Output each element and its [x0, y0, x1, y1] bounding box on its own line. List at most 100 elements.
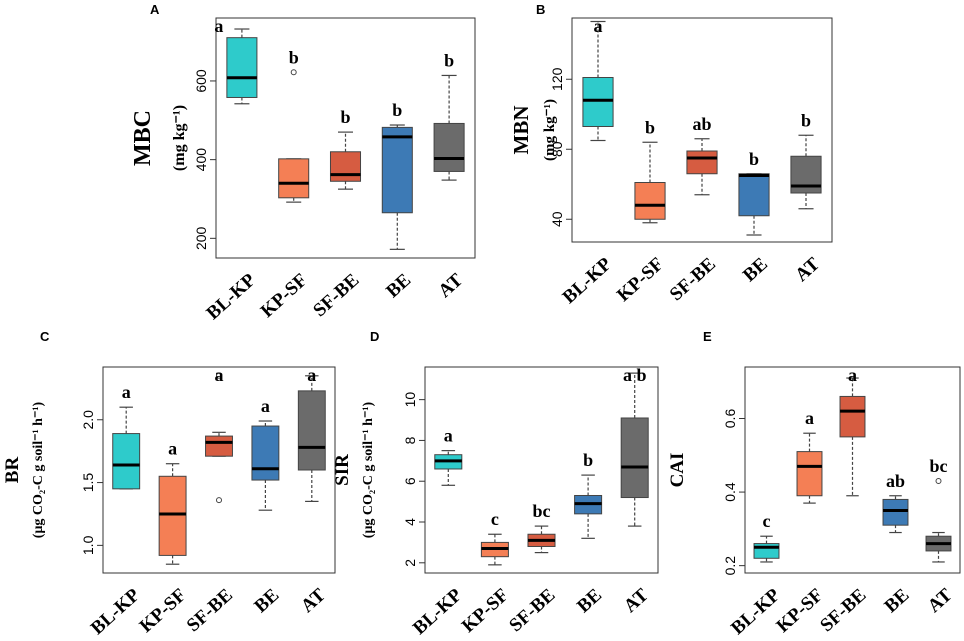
panel-label: D: [370, 329, 379, 344]
box-sf-be: b: [329, 107, 362, 190]
significance-letter: b: [583, 450, 593, 470]
box-at: b: [433, 50, 465, 181]
box-sf-be: a: [205, 365, 233, 504]
box-be: b: [381, 100, 413, 250]
significance-letter: a: [594, 16, 603, 36]
panel-e: E 0.2 0.4 0.6 CAI c BL-KP a KP-SF a SF-BE ab BE bc AT: [667, 329, 961, 639]
box-bl-kp: a: [434, 426, 463, 486]
x-category-label: SF-BE: [309, 270, 363, 322]
significance-letter: a: [214, 16, 223, 36]
box-body: [582, 77, 614, 127]
y-axis-title: MBC: [130, 110, 156, 166]
significance-letter: b: [289, 47, 299, 67]
plot-frame: [102, 366, 336, 574]
x-category-label: BE: [881, 585, 914, 618]
box-body: [112, 433, 141, 490]
box-kp-sf: c: [480, 509, 509, 566]
significance-letter: c: [491, 509, 499, 529]
box-body: [158, 475, 187, 556]
y-tick-label: 120: [549, 67, 565, 91]
box-body: [796, 451, 823, 497]
y-tick-label: 600: [193, 69, 209, 93]
x-category-label: AT: [620, 584, 653, 617]
significance-letter: b: [340, 107, 350, 127]
y-axis-title: SIR: [332, 454, 353, 486]
box-bl-kp: c: [753, 511, 780, 563]
box-body: [882, 498, 909, 526]
box-kp-sf: b: [278, 47, 310, 203]
y-tick-label: 2.0: [80, 410, 96, 430]
box-be: a: [251, 396, 280, 511]
y-axis-title: CAI: [667, 453, 688, 488]
x-category-label: KP-SF: [773, 585, 828, 637]
x-category-label: BL-KP: [409, 584, 466, 639]
significance-letter: ab: [886, 471, 905, 491]
box-at: bc: [925, 456, 952, 563]
y-tick-label: 0.6: [722, 409, 738, 429]
x-category-label: BL-KP: [203, 269, 260, 324]
y-tick-label: 40: [549, 211, 565, 227]
significance-letter: b: [392, 100, 402, 120]
significance-letter: a: [122, 382, 131, 402]
x-category-label: BE: [382, 270, 415, 303]
significance-letter: bc: [533, 501, 551, 521]
significance-letter: b: [801, 110, 811, 130]
y-tick-label: 0.4: [722, 482, 738, 502]
y-tick-label: 1.5: [80, 473, 96, 493]
outlier-point: [290, 69, 297, 76]
significance-letter: a: [168, 439, 177, 459]
box-body: [278, 158, 310, 199]
box-sf-be: ab: [686, 114, 718, 196]
significance-letter: a: [215, 365, 224, 385]
x-category-label: BE: [739, 254, 772, 287]
x-category-label: AT: [924, 584, 957, 617]
x-category-label: SF-BE: [183, 585, 237, 637]
box-sf-be: a: [839, 365, 866, 497]
y-axis-unit: (mg kg⁻¹): [542, 99, 558, 161]
panel-label: E: [703, 329, 712, 344]
box-be: b: [738, 149, 770, 236]
x-category-label: AT: [434, 269, 467, 302]
significance-letter: b: [645, 117, 655, 137]
y-tick-label: 400: [193, 148, 209, 172]
panel-c: C 1.0 1.5 2.0 BR (μg CO₂-C g soil⁻¹ h⁻¹) a BL-K…: [2, 329, 336, 639]
box-kp-sf: a: [796, 408, 823, 504]
outlier-point: [216, 497, 222, 504]
y-axis-unit: (μg CO₂-C g soil⁻¹ h⁻¹): [31, 401, 46, 538]
box-kp-sf: a: [158, 439, 187, 565]
box-body: [634, 182, 666, 220]
significance-letter: a: [307, 365, 316, 385]
x-category-label: KP-SF: [458, 585, 513, 637]
y-axis-unit: (μg CO₂-C g soil⁻¹ h⁻¹): [361, 401, 376, 538]
box-be: ab: [882, 471, 909, 534]
x-category-label: BE: [250, 585, 283, 618]
box-kp-sf: b: [634, 117, 666, 224]
y-tick-label: 2: [402, 559, 418, 567]
panel-label: B: [536, 2, 545, 17]
significance-letter: a: [805, 408, 814, 428]
panel-a: A 200 400 600 MBC (mg kg⁻¹) a BL-KP b KP-SF b SF-BE…: [130, 2, 476, 324]
significance-letter: b: [444, 50, 454, 70]
y-tick-label: 200: [193, 226, 209, 250]
box-bl-kp: a: [214, 16, 258, 105]
y-tick-label: 4: [402, 518, 418, 526]
x-category-label: SF-BE: [505, 585, 559, 637]
y-tick-label: 1.0: [80, 535, 96, 555]
x-category-label: KP-SF: [257, 270, 312, 322]
y-tick-label: 10: [402, 392, 418, 408]
outlier-point: [216, 372, 222, 379]
y-axis-title: MBN: [509, 106, 533, 155]
y-tick-label: 0.2: [722, 556, 738, 576]
panel-d: D 2 4 6 8 10 SIR (μg CO₂-C g soil⁻¹ h⁻¹) a BL-KP c…: [332, 329, 659, 639]
plot-frame: [744, 366, 961, 574]
box-bl-kp: a: [582, 16, 614, 142]
plot-frame: [571, 17, 833, 243]
box-body: [205, 435, 233, 457]
x-category-label: AT: [791, 253, 824, 286]
y-axis-title: BR: [2, 457, 23, 484]
x-category-label: SF-BE: [816, 585, 870, 637]
x-category-label: KP-SF: [613, 254, 668, 306]
x-category-label: BL-KP: [559, 253, 616, 308]
box-body: [433, 122, 465, 172]
